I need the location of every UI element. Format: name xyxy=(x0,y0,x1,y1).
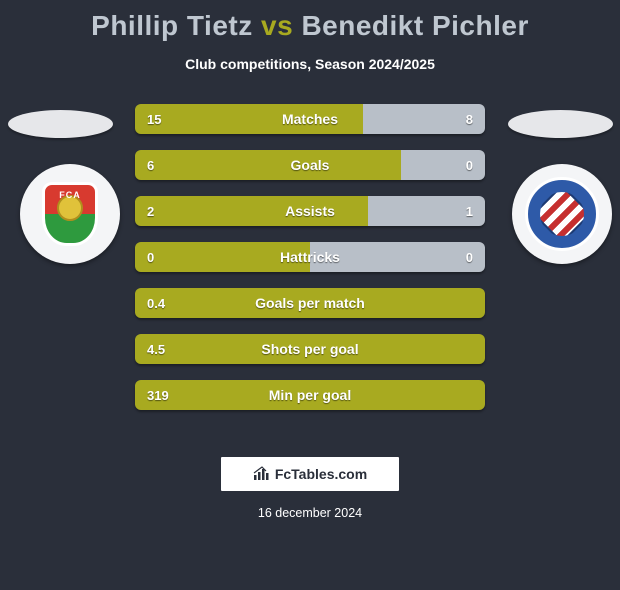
page-title: Phillip Tietz vs Benedikt Pichler xyxy=(0,10,620,42)
club-badge-kiel xyxy=(525,177,599,251)
brand-badge: FcTables.com xyxy=(220,456,400,492)
club-crest-right xyxy=(512,164,612,264)
stat-row: 158Matches xyxy=(135,104,485,134)
chart-icon xyxy=(253,466,269,482)
stat-label: Assists xyxy=(135,196,485,226)
stat-row: 21Assists xyxy=(135,196,485,226)
stat-row: 0.4Goals per match xyxy=(135,288,485,318)
club-crest-left xyxy=(20,164,120,264)
ellipse-shadow xyxy=(8,110,113,138)
stat-row: 4.5Shots per goal xyxy=(135,334,485,364)
ellipse-shadow xyxy=(508,110,613,138)
stat-row: 319Min per goal xyxy=(135,380,485,410)
stat-label: Goals xyxy=(135,150,485,180)
stat-bars: 158Matches 60Goals 21Assists 00Hattricks 0.4… xyxy=(135,104,485,426)
comparison-stage: 158Matches 60Goals 21Assists 00Hattricks 0.4… xyxy=(0,94,620,434)
stat-row: 00Hattricks xyxy=(135,242,485,272)
player2-name: Benedikt Pichler xyxy=(301,10,528,41)
player1-name: Phillip Tietz xyxy=(91,10,253,41)
player1-platform xyxy=(0,94,120,154)
stat-row: 60Goals xyxy=(135,150,485,180)
club-badge-fca xyxy=(42,182,98,246)
stat-label: Goals per match xyxy=(135,288,485,318)
subtitle: Club competitions, Season 2024/2025 xyxy=(0,56,620,72)
player2-platform xyxy=(500,94,620,154)
stat-label: Shots per goal xyxy=(135,334,485,364)
timestamp: 16 december 2024 xyxy=(0,506,620,520)
vs-label: vs xyxy=(261,10,293,41)
brand-text: FcTables.com xyxy=(275,466,367,482)
stat-label: Matches xyxy=(135,104,485,134)
stat-label: Min per goal xyxy=(135,380,485,410)
stat-label: Hattricks xyxy=(135,242,485,272)
